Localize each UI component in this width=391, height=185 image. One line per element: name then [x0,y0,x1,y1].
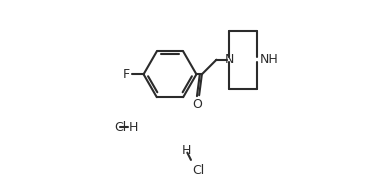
Text: O: O [192,98,202,111]
Text: F: F [123,68,130,81]
Text: N: N [224,53,234,66]
Text: H: H [182,144,191,157]
Text: H: H [129,121,138,134]
Text: Cl: Cl [115,121,127,134]
Text: NH: NH [260,53,279,66]
Text: Cl: Cl [192,164,204,176]
